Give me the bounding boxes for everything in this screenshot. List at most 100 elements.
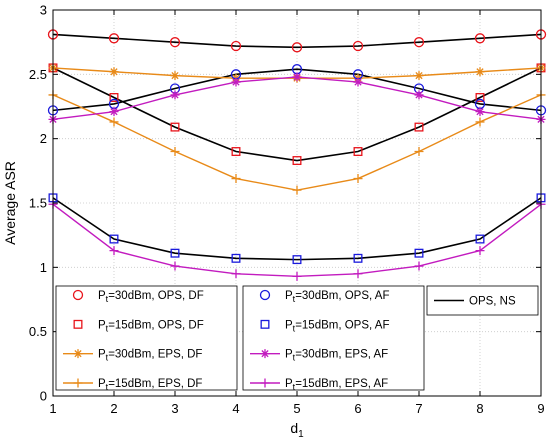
- data-point: [292, 271, 302, 281]
- data-point: [291, 42, 303, 53]
- data-point: [169, 37, 181, 48]
- data-point: [353, 174, 363, 184]
- y-tick-labels: 0 0.5 1 1.5 2 2.5 3: [29, 3, 47, 404]
- data-point: [230, 40, 242, 52]
- data-point: [109, 93, 119, 102]
- legend-entry: Pt=15dBm, EPS, AF: [250, 378, 388, 392]
- data-point: [475, 246, 485, 256]
- data-point: [170, 261, 180, 271]
- data-point: [231, 77, 241, 87]
- legend-prefix: P: [98, 349, 106, 361]
- legend-swatch-marker: [72, 289, 84, 301]
- data-point: [231, 253, 241, 263]
- legend-prefix-sub: t: [106, 323, 109, 333]
- data-point: [475, 117, 485, 127]
- legend-label: Pt=30dBm, OPS, AF: [285, 290, 389, 304]
- legend-swatch-marker: [260, 319, 270, 329]
- legend-label: Pt=15dBm, OPS, AF: [285, 319, 389, 333]
- legend-label: Pt=30dBm, EPS, DF: [98, 349, 202, 363]
- legend-prefix: P: [98, 319, 106, 331]
- x-tick-label: 9: [537, 401, 544, 416]
- legend-prefix-sub: t: [293, 323, 296, 333]
- ns-line-3: [52, 197, 542, 261]
- legend-prefix: P: [98, 378, 106, 390]
- data-point: [352, 40, 364, 52]
- data-point: [109, 107, 119, 117]
- data-point: [292, 255, 302, 265]
- legend-prefix-sub: t: [293, 353, 296, 363]
- legend-entry: Pt=15dBm, OPS, DF: [73, 319, 204, 333]
- legend-series-name: =15dBm, EPS, DF: [108, 378, 202, 390]
- data-point: [109, 246, 119, 256]
- series-5: [48, 193, 546, 265]
- x-tick-label: 6: [354, 401, 361, 416]
- data-point: [109, 67, 119, 77]
- legend-series-name: =15dBm, OPS, AF: [295, 319, 389, 331]
- legend-entry: OPS, NS: [434, 296, 516, 308]
- y-tick-label: 0.5: [29, 324, 47, 339]
- legend-prefix-sub: t: [106, 353, 109, 363]
- ns-line-0: [52, 33, 542, 49]
- x-axis-label-main: d: [290, 420, 298, 436]
- data-point: [353, 77, 363, 87]
- data-point: [475, 107, 485, 117]
- data-point: [414, 122, 424, 132]
- legend-swatch-marker: [260, 349, 270, 359]
- legend-series-name: =15dBm, EPS, AF: [295, 378, 388, 390]
- y-tick-label: 0: [40, 389, 47, 404]
- x-tick-label: 3: [171, 401, 178, 416]
- x-tick-label: 1: [49, 401, 56, 416]
- legend-prefix: P: [285, 349, 293, 361]
- data-point: [231, 174, 241, 184]
- data-point: [475, 234, 485, 244]
- data-point: [170, 90, 180, 100]
- data-point: [109, 117, 119, 127]
- data-point: [231, 147, 241, 157]
- y-tick-label: 1: [40, 260, 47, 275]
- x-axis-label-sub: 1: [298, 429, 304, 440]
- tick-layer: [52, 9, 542, 397]
- legend-label: Pt=15dBm, EPS, DF: [98, 378, 202, 392]
- data-point: [170, 248, 180, 258]
- data-point: [231, 269, 241, 279]
- legend-swatch-marker: [73, 319, 83, 329]
- legend-series-name: =30dBm, OPS, AF: [295, 290, 389, 302]
- data-point: [414, 248, 424, 258]
- data-point: [414, 147, 424, 157]
- legend-series-name: =15dBm, OPS, DF: [108, 319, 204, 331]
- legend-label: Pt=30dBm, EPS, AF: [285, 349, 388, 363]
- legend-prefix-sub: t: [106, 382, 109, 392]
- data-point: [170, 147, 180, 157]
- legend-entry: Pt=15dBm, OPS, AF: [260, 319, 389, 333]
- data-point: [108, 33, 120, 44]
- legend-prefix-sub: t: [293, 382, 296, 392]
- legend-label: Pt=15dBm, OPS, DF: [98, 319, 204, 333]
- legend-swatch-marker: [260, 378, 270, 388]
- ns-line-2: [52, 68, 542, 112]
- x-tick-label: 7: [415, 401, 422, 416]
- data-point: [475, 93, 485, 102]
- data-point: [292, 156, 302, 166]
- data-point: [170, 71, 180, 81]
- ns-line-1: [52, 67, 542, 162]
- series-0: [47, 29, 547, 53]
- data-point: [353, 147, 363, 157]
- legend-box: [242, 285, 425, 391]
- legend-prefix-sub: t: [293, 294, 296, 304]
- series-8: [52, 33, 542, 261]
- legend-swatch-marker: [73, 378, 83, 388]
- legend-series-name: =30dBm, EPS, AF: [295, 349, 388, 361]
- data-point: [292, 185, 302, 195]
- legend-entry: Pt=15dBm, EPS, DF: [63, 378, 202, 392]
- data-point: [353, 269, 363, 279]
- ns-lines-layer: [52, 33, 542, 261]
- legend-box: [55, 285, 238, 391]
- legend-series-name: =30dBm, OPS, DF: [108, 290, 204, 302]
- x-tick-label: 5: [293, 401, 300, 416]
- legend-series-name: =30dBm, EPS, DF: [108, 349, 202, 361]
- x-tick-label: 8: [476, 401, 483, 416]
- legend-entry: Pt=30dBm, EPS, DF: [63, 349, 202, 363]
- legend-prefix: P: [285, 319, 293, 331]
- x-axis-label: d1: [290, 420, 304, 440]
